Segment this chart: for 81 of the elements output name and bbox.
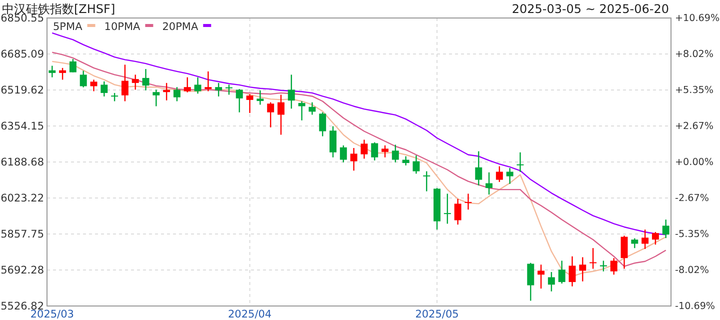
candlestick	[132, 74, 139, 90]
candlestick	[69, 58, 76, 73]
candlestick	[330, 126, 336, 158]
candlestick	[610, 257, 618, 276]
y2-tick-label: +8.02%	[675, 49, 714, 60]
candlestick	[558, 260, 566, 284]
y-tick-label: 5692.28	[0, 264, 44, 276]
y-tick-label: 6188.68	[0, 156, 44, 168]
candlestick	[215, 82, 222, 98]
x-tick-label: 2025/03	[30, 308, 74, 320]
candlestick	[662, 218, 670, 239]
candlestick	[173, 86, 180, 102]
chart-subtitle: 2025-03-05 ~ 2025-06-20	[512, 2, 669, 16]
candlestick	[298, 100, 306, 121]
candlestick	[278, 94, 284, 136]
candlestick	[527, 262, 534, 302]
candlestick	[152, 89, 160, 107]
candlestick	[579, 256, 586, 282]
candlestick	[496, 166, 503, 183]
candlestick	[392, 144, 399, 163]
candlestick	[90, 79, 98, 92]
candlestick	[423, 170, 430, 192]
candlestick	[600, 260, 607, 272]
y-tick-label: 6685.09	[0, 48, 44, 60]
y2-tick-label: +10.69%	[675, 13, 720, 24]
candlestick	[225, 84, 232, 96]
candlestick	[308, 102, 316, 116]
candlestick	[412, 154, 420, 174]
y2-tick-label: +2.67%	[675, 121, 714, 132]
candlestick	[142, 68, 150, 91]
candlestick	[80, 70, 87, 88]
candlestick	[382, 144, 388, 158]
candlestick	[568, 256, 576, 287]
y2-tick-label: +5.35%	[675, 85, 714, 96]
y2-tick-label: -2.67%	[675, 193, 709, 204]
candlestick	[642, 228, 649, 250]
candlestick	[516, 152, 524, 173]
candlestick	[444, 193, 451, 224]
candlestick	[100, 80, 108, 98]
candlestick	[340, 144, 347, 163]
candlestick	[402, 156, 410, 166]
candlestick	[267, 102, 274, 128]
candlestick	[548, 271, 555, 292]
candlestick	[288, 74, 295, 110]
candlestick	[506, 167, 514, 185]
legend-label: 5PMA	[53, 21, 84, 33]
candlestick	[256, 90, 264, 106]
candlestick	[620, 235, 628, 270]
y2-tick-label: -8.02%	[675, 265, 709, 276]
x-tick-label: 2025/05	[415, 308, 459, 320]
candlestick	[464, 193, 472, 210]
y-tick-label: 5857.75	[0, 228, 44, 240]
candlestick	[194, 76, 202, 94]
candlestick	[59, 67, 66, 80]
candlestick	[652, 231, 659, 246]
candlestick	[319, 112, 326, 137]
y2-tick-label: -10.69%	[675, 301, 716, 312]
candlestick	[236, 88, 243, 113]
candlestick	[184, 76, 191, 93]
y-tick-label: 6023.22	[0, 192, 44, 204]
y2-tick-label: -5.35%	[675, 229, 709, 240]
legend-label: 10PMA	[104, 21, 142, 33]
y2-tick-label: +0.00%	[675, 157, 714, 168]
candlestick	[454, 198, 462, 226]
legend-label: 20PMA	[162, 21, 199, 33]
candlestick	[486, 172, 493, 196]
candlestick	[590, 247, 597, 270]
candlestick	[48, 65, 56, 78]
candlestick	[631, 238, 638, 249]
y-tick-label: 6519.62	[0, 84, 44, 96]
candlestick	[360, 139, 368, 160]
candlestick	[475, 150, 482, 186]
candlestick	[121, 64, 128, 102]
candlestick	[538, 264, 545, 290]
candlestick	[371, 142, 378, 162]
candlestick	[163, 82, 170, 101]
y-tick-label: 6354.15	[0, 120, 44, 132]
candlestick	[350, 147, 358, 172]
candlestick	[204, 70, 212, 92]
candlestick	[246, 93, 254, 114]
x-tick-label: 2025/04	[228, 308, 272, 320]
